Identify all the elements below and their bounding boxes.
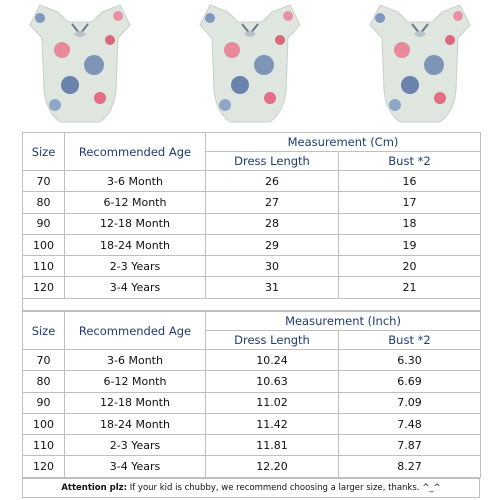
header-measurement: Measurement (Cm) (205, 132, 481, 152)
age-cell: 3-6 Month (64, 169, 206, 193)
table-row (22, 297, 481, 311)
romper-photo (369, 4, 471, 123)
header-age: Recommended Age (64, 311, 206, 350)
dress-length-cell: 26 (205, 169, 339, 193)
dress-length-cell: 11.81 (205, 434, 339, 457)
table-row: 100 18-24 Month 11.42 7.48 (22, 412, 481, 436)
age-cell: 12-18 Month (64, 212, 206, 235)
size-cell: 100 (22, 412, 65, 436)
size-table-cm: Size Recommended Age Measurement (Cm) Dress… (22, 132, 481, 311)
header-measurement: Measurement (Inch) (205, 311, 481, 331)
footer-text: If your kid is chubby, we recommend choo… (129, 483, 441, 493)
dress-length-cell: 11.42 (205, 412, 339, 436)
size-cell: 70 (22, 169, 65, 193)
bust-cell: 18 (338, 212, 481, 235)
age-cell: 6-12 Month (64, 370, 206, 393)
dress-length-cell: 27 (205, 191, 339, 214)
table-row: 90 12-18 Month 28 18 (22, 212, 481, 235)
romper-photo (29, 4, 131, 123)
dress-length-cell: 30 (205, 255, 339, 278)
dress-length-cell: 29 (205, 233, 339, 257)
size-cell: 90 (22, 212, 65, 235)
table-row: Size Recommended Age Measurement (Cm) (22, 132, 481, 171)
age-cell: 2-3 Years (64, 255, 206, 278)
table-row: 80 6-12 Month 27 17 (22, 191, 481, 214)
bust-cell: 20 (338, 255, 481, 278)
size-cell: 100 (22, 233, 65, 257)
footer-label: Attention plz: (61, 483, 128, 493)
bust-cell: 7.87 (338, 434, 481, 457)
bust-cell: 17 (338, 191, 481, 214)
dress-length-cell: 31 (205, 276, 339, 299)
size-cell: 110 (22, 434, 65, 457)
table-row: 70 3-6 Month 26 16 (22, 169, 481, 193)
dress-length-cell: 10.24 (205, 348, 339, 372)
header-size: Size (22, 311, 65, 350)
age-cell: 3-4 Years (64, 276, 206, 299)
size-table-inch: Size Recommended Age Measurement (Inch) Dre… (22, 311, 481, 478)
footer-note: Attention plz: If your kid is chubby, we… (22, 478, 480, 498)
romper-photo (199, 4, 301, 123)
age-cell: 3-6 Month (64, 348, 206, 372)
bust-cell: 6.30 (338, 348, 481, 372)
bust-cell: 8.27 (338, 455, 481, 478)
age-cell: 18-24 Month (64, 233, 206, 257)
table-row: Size Recommended Age Measurement (Inch) (22, 311, 481, 350)
size-cell: 80 (22, 191, 65, 214)
header-dress-length: Dress Length (205, 151, 339, 171)
header-bust: Bust *2 (338, 151, 481, 171)
size-cell: 90 (22, 391, 65, 414)
bust-cell: 6.69 (338, 370, 481, 393)
size-cell: 70 (22, 348, 65, 372)
bust-cell: 21 (338, 276, 481, 299)
spacer (22, 297, 481, 311)
dress-length-cell: 28 (205, 212, 339, 235)
table-row: 80 6-12 Month 10.63 6.69 (22, 370, 481, 393)
size-cell: 120 (22, 455, 65, 478)
table-row: 100 18-24 Month 29 19 (22, 233, 481, 257)
bust-cell: 19 (338, 233, 481, 257)
table-row: 120 3-4 Years 31 21 (22, 276, 481, 299)
dress-length-cell: 11.02 (205, 391, 339, 414)
header-dress-length: Dress Length (205, 330, 339, 350)
size-cell: 80 (22, 370, 65, 393)
table-row: 70 3-6 Month 10.24 6.30 (22, 348, 481, 372)
table-row: 110 2-3 Years 11.81 7.87 (22, 434, 481, 457)
bust-cell: 7.48 (338, 412, 481, 436)
size-cell: 120 (22, 276, 65, 299)
header-size: Size (22, 132, 65, 171)
bust-cell: 7.09 (338, 391, 481, 414)
age-cell: 3-4 Years (64, 455, 206, 478)
header-bust: Bust *2 (338, 330, 481, 350)
table-row: 90 12-18 Month 11.02 7.09 (22, 391, 481, 414)
age-cell: 6-12 Month (64, 191, 206, 214)
dress-length-cell: 12.20 (205, 455, 339, 478)
header-age: Recommended Age (64, 132, 206, 171)
dress-length-cell: 10.63 (205, 370, 339, 393)
age-cell: 18-24 Month (64, 412, 206, 436)
age-cell: 2-3 Years (64, 434, 206, 457)
age-cell: 12-18 Month (64, 391, 206, 414)
size-cell: 110 (22, 255, 65, 278)
product-photos (29, 4, 471, 123)
bust-cell: 16 (338, 169, 481, 193)
table-row: 120 3-4 Years 12.20 8.27 (22, 455, 481, 478)
table-row: 110 2-3 Years 30 20 (22, 255, 481, 278)
